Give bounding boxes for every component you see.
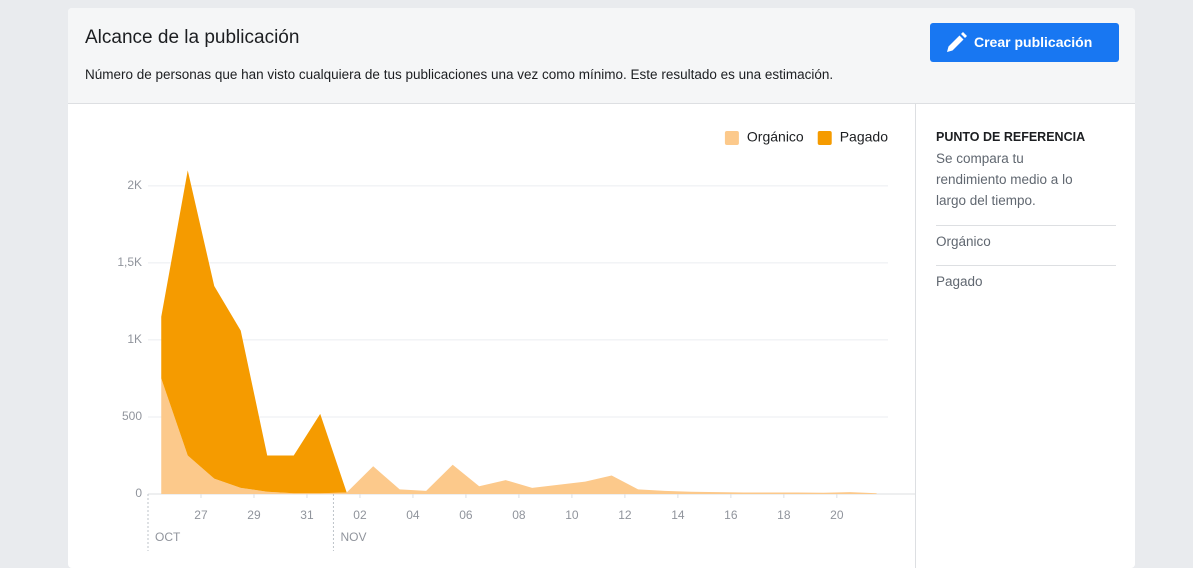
button-label: Crear publicación (974, 34, 1093, 50)
panel-description: Se compara tu rendimiento medio a lo lar… (936, 151, 1073, 208)
panel-title: PUNTO DE REFERENCIA (936, 130, 1086, 144)
x-tick-label: 27 (194, 508, 208, 522)
chart: 0 500 1K 1,5K 2K 27 29 31 02 04 06 08 10 12 14 16 18 20 OC… (117, 129, 915, 551)
y-tick-label: 500 (122, 409, 142, 423)
x-tick-label: 08 (512, 508, 526, 522)
x-tick-label: 14 (671, 508, 685, 522)
legend-label: Pagado (840, 129, 888, 145)
divider (936, 265, 1116, 266)
x-tick-label: 18 (777, 508, 791, 522)
x-tick-label: 12 (618, 508, 632, 522)
subtitle: Número de personas que han visto cualqui… (85, 67, 834, 82)
legend-label: Orgánico (747, 129, 804, 145)
x-tick-label: 29 (247, 508, 261, 522)
x-tick-label: 10 (565, 508, 579, 522)
create-button[interactable]: Crear publicación (930, 23, 1119, 62)
x-tick-label: 20 (830, 508, 844, 522)
side-panel: PUNTO DE REFERENCIA Se compara tu rendim… (915, 103, 1136, 568)
month-label: OCT (155, 530, 181, 544)
y-tick-label: 2K (127, 178, 142, 192)
area (161, 170, 877, 494)
y-tick-label: 1,5K (117, 255, 142, 269)
divider (936, 225, 1116, 226)
x-tick-label: 31 (300, 508, 314, 522)
x-tick-label: 06 (459, 508, 473, 522)
page: Alcance de la publicación Número de pers… (68, 8, 1135, 568)
x-tick-label: 02 (353, 508, 367, 522)
y-tick-label: 1K (127, 332, 142, 346)
y-tick-label: 0 (135, 486, 142, 500)
header: Alcance de la publicación Número de pers… (68, 8, 1135, 104)
legend-swatch (724, 131, 739, 145)
legend-swatch (817, 131, 832, 145)
title: Alcance de la publicación (85, 27, 300, 48)
pencil-icon (947, 32, 967, 52)
x-tick-label: 04 (406, 508, 420, 522)
month-label: NOV (340, 530, 366, 544)
panel-item: Orgánico (936, 234, 991, 249)
x-tick-label: 16 (724, 508, 738, 522)
panel-item: Pagado (936, 274, 983, 289)
